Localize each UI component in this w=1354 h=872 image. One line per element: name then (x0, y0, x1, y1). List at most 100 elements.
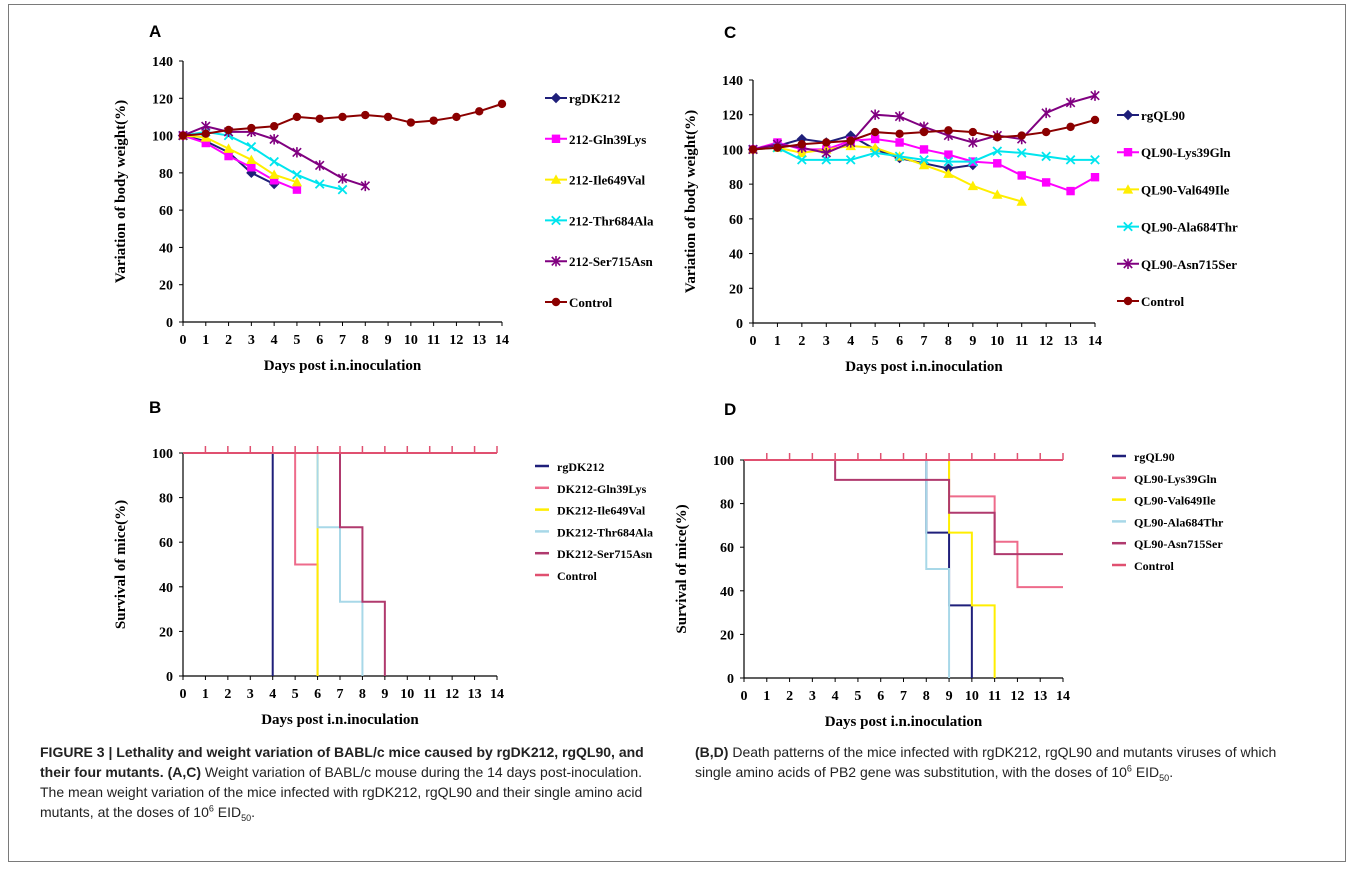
x-tick-label: 9 (946, 689, 953, 704)
x-tick-label: 14 (1088, 334, 1102, 349)
data-point (968, 156, 978, 167)
y-tick-label: 100 (152, 447, 173, 462)
x-tick-label: 8 (923, 689, 930, 704)
series-line (752, 144, 1022, 203)
x-tick-label: 10 (404, 333, 418, 348)
series-Control (744, 453, 1064, 461)
data-point (1065, 97, 1076, 108)
legend-marker (551, 215, 561, 226)
y-tick-label: 0 (727, 672, 734, 687)
survival-step (744, 459, 996, 678)
series-QL90-Val649Ile (747, 140, 1027, 206)
x-tick-label: 3 (248, 333, 255, 348)
x-tick-label: 6 (877, 689, 884, 704)
x-axis-title: Days post i.n.inoculation (264, 358, 422, 374)
x-tick-label: 10 (990, 334, 1004, 349)
series-Control (748, 115, 1100, 154)
survival-step (744, 459, 951, 678)
legend-label: DK212-Gln39Lys (557, 482, 647, 496)
caption-bd-label: (B,D) (695, 744, 729, 760)
data-point (246, 167, 257, 179)
legend-label: QL90-Val649Ile (1141, 182, 1230, 197)
x-tick-label: 5 (293, 333, 300, 348)
data-point (797, 140, 807, 149)
x-tick-label: 0 (180, 333, 187, 348)
x-tick-label: 1 (202, 687, 209, 702)
y-tick-label: 20 (159, 625, 173, 640)
x-tick-label: 9 (385, 333, 392, 348)
series-Control (183, 446, 498, 454)
y-tick-label: 80 (729, 178, 743, 193)
data-point (1016, 196, 1027, 206)
data-point (919, 145, 929, 154)
y-tick-label: 20 (729, 282, 743, 297)
legend-label: QL90-Lys39Gln (1141, 145, 1231, 160)
legend-label: Control (569, 295, 612, 310)
y-axis-title: Survival of mice(%) (674, 504, 690, 633)
data-point (895, 129, 904, 139)
x-tick-label: 3 (823, 334, 830, 349)
data-point (943, 163, 954, 174)
panel-letter: B (149, 398, 161, 417)
legend-label: 212-Ile649Val (569, 173, 645, 188)
data-point (1041, 107, 1051, 119)
y-tick-label: 0 (166, 316, 173, 331)
x-tick-label: 4 (847, 334, 854, 349)
x-tick-label: 9 (381, 687, 388, 702)
series-Control (178, 99, 507, 140)
legend-marker (551, 256, 561, 267)
data-point (944, 150, 953, 159)
legend-label: DK212-Thr684Ala (557, 525, 653, 539)
data-point (291, 176, 303, 187)
y-tick-label: 120 (152, 92, 173, 107)
data-point (337, 173, 348, 184)
y-tick-label: 20 (159, 279, 173, 294)
series-line (182, 134, 298, 184)
caption-eid-1: EID (217, 804, 242, 820)
series-line (752, 134, 973, 170)
legend-marker (1123, 148, 1133, 157)
legend-label: Control (1134, 559, 1174, 573)
data-point (224, 151, 233, 161)
data-point (1065, 155, 1076, 165)
data-point (821, 147, 832, 159)
data-point (247, 123, 256, 133)
y-tick-label: 60 (729, 213, 743, 228)
data-point (201, 129, 210, 138)
data-point (870, 134, 880, 144)
survival-step (183, 452, 386, 676)
legend-marker (1122, 184, 1134, 194)
caption-ac-label: (A,C) (167, 764, 201, 780)
y-tick-label: 80 (720, 498, 734, 513)
caption-bd-text: Death patterns of the mice infected with… (695, 744, 1277, 780)
x-tick-label: 4 (271, 333, 278, 348)
data-point (894, 151, 905, 162)
data-point (773, 143, 782, 152)
data-point (247, 163, 256, 172)
data-point (337, 184, 348, 195)
data-point (870, 148, 880, 158)
legend-label: rgQL90 (1141, 108, 1185, 123)
x-tick-label: 12 (449, 333, 463, 348)
data-point (269, 156, 279, 167)
x-tick-label: 2 (786, 689, 793, 704)
data-point (292, 185, 302, 194)
data-point (968, 127, 978, 137)
data-point (429, 116, 438, 125)
data-point (845, 130, 856, 141)
legend-label: QL90-Lys39Gln (1134, 472, 1217, 486)
x-tick-label: 0 (750, 334, 757, 349)
data-point (201, 138, 210, 148)
x-tick-label: 3 (247, 687, 254, 702)
data-point (993, 159, 1002, 168)
y-tick-label: 40 (720, 585, 734, 600)
x-tick-label: 0 (741, 689, 748, 704)
data-point (1090, 90, 1100, 101)
x-tick-label: 3 (809, 689, 816, 704)
figure-frame (8, 4, 1346, 862)
legend-label: QL90-Asn715Ser (1134, 537, 1223, 551)
legend-label: Control (1141, 294, 1184, 309)
data-point (845, 155, 856, 165)
y-tick-label: 100 (713, 454, 734, 469)
